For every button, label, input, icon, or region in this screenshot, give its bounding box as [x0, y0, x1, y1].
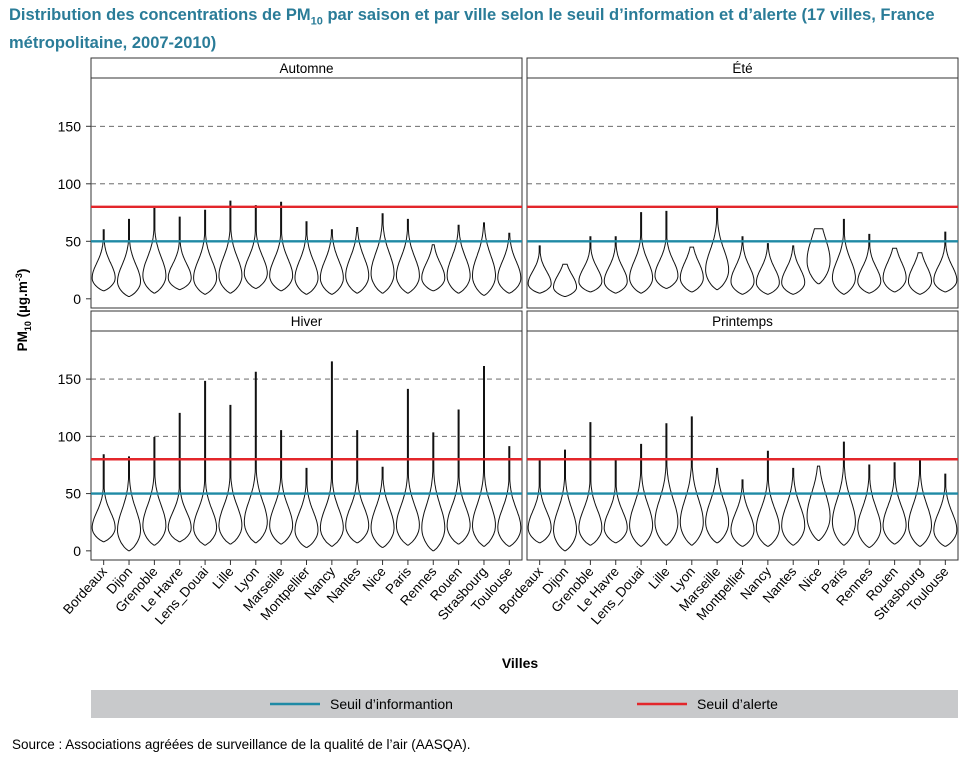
- violin-montpellier: [294, 467, 319, 548]
- violin-paris: [831, 441, 856, 546]
- violin-grenoble: [578, 236, 603, 293]
- violin-strasbourg: [472, 222, 496, 296]
- violin-paris: [395, 218, 420, 294]
- x-axis-title: Villes: [502, 655, 539, 671]
- y-tick-label: 50: [65, 486, 81, 502]
- y-tick-label: 150: [58, 118, 82, 134]
- panel-frame: [526, 330, 959, 561]
- violin-nancy: [755, 243, 780, 295]
- x-tick-label: Bordeaux: [60, 564, 110, 617]
- y-tick-label: 100: [58, 176, 82, 192]
- legend: Seuil d’informantion Seuil d’alerte: [91, 690, 958, 718]
- x-tick-label: Lille: [645, 564, 672, 592]
- legend-label: Seuil d’alerte: [697, 696, 778, 712]
- violin-nantes: [781, 467, 806, 546]
- y-tick-label: 100: [58, 428, 82, 444]
- y-tick-label: 150: [58, 371, 82, 387]
- violin-lyon: [243, 371, 268, 544]
- violin-dijon: [116, 218, 141, 297]
- x-tick-label: Lille: [209, 564, 236, 592]
- violin-lensdouai: [629, 443, 654, 547]
- violin-lille: [218, 200, 243, 294]
- violin-rouen: [446, 224, 471, 294]
- violin-grenoble: [578, 422, 603, 546]
- violin-bordeaux: [91, 229, 116, 292]
- violin-strasbourg: [908, 252, 932, 295]
- violin-rennes: [857, 464, 882, 548]
- violin-rouen: [882, 462, 907, 545]
- y-tick-label: 0: [73, 291, 81, 307]
- violin-rouen: [446, 409, 471, 545]
- violin-toulouse: [497, 232, 522, 294]
- violin-lehavre: [167, 216, 192, 291]
- violin-lehavre: [167, 412, 192, 543]
- violin-dijon: [553, 263, 577, 297]
- violin-rouen: [882, 247, 907, 293]
- violin-lensdouai: [629, 212, 654, 294]
- violin-marseille: [269, 430, 294, 545]
- violin-nice: [806, 228, 831, 285]
- y-axis-title: PM10 (µg.m-3): [14, 269, 33, 352]
- violin-nancy: [755, 450, 780, 547]
- panel-automne: Automne 0 50 100 150: [58, 57, 523, 309]
- panel-title: Automne: [279, 61, 333, 76]
- violin-nantes: [781, 245, 806, 295]
- chart-title: Distribution des concentrations de PM10 …: [9, 6, 935, 53]
- violin-marseille: [269, 201, 294, 292]
- violin-rennes: [857, 233, 882, 294]
- violin-bordeaux: [527, 245, 552, 294]
- violin-paris: [831, 218, 856, 295]
- violin-montpellier: [730, 236, 755, 295]
- legend-label: Seuil d’informantion: [330, 696, 453, 712]
- panel-title: Été: [732, 61, 752, 76]
- panel-title: Printemps: [712, 314, 773, 329]
- panel-frame: [90, 330, 523, 561]
- violin-rennes: [421, 244, 446, 292]
- panel-t: Été: [526, 57, 959, 309]
- violin-lehavre: [603, 236, 628, 294]
- y-tick-label: 0: [73, 543, 81, 559]
- violin-toulouse: [933, 231, 958, 293]
- violin-montpellier: [730, 479, 755, 547]
- panel-frame: [526, 77, 959, 309]
- violin-toulouse: [933, 473, 958, 547]
- violin-nice: [370, 213, 395, 294]
- violin-bordeaux: [91, 454, 116, 543]
- violin-nice: [370, 466, 395, 548]
- violin-nancy: [319, 229, 344, 295]
- violin-dijon: [116, 456, 141, 552]
- violin-lille: [218, 404, 243, 545]
- violin-dijon: [552, 449, 577, 552]
- violin-nantes: [345, 430, 370, 544]
- violin-lyon: [679, 416, 704, 546]
- violin-strasbourg: [471, 366, 496, 547]
- violin-paris: [395, 388, 420, 546]
- violin-nancy: [319, 361, 344, 547]
- violin-rennes: [421, 432, 446, 552]
- panel-frame: [90, 77, 523, 309]
- violin-nice: [806, 465, 831, 541]
- violin-nantes: [345, 227, 370, 294]
- legend-background: [91, 690, 958, 718]
- violin-lille: [654, 210, 679, 289]
- violin-grenoble: [142, 437, 167, 546]
- violin-lensdouai: [193, 209, 218, 295]
- panel-title: Hiver: [291, 314, 323, 329]
- violin-lyon: [679, 246, 704, 293]
- source-note: Source : Associations agréées de surveil…: [12, 737, 471, 752]
- violin-montpellier: [294, 221, 319, 295]
- y-tick-label: 50: [65, 233, 81, 249]
- violin-toulouse: [497, 446, 522, 547]
- violin-chart: Automne 0 50 100 150 Été Hiver 0 50 100 150 Bordeau…: [14, 57, 959, 718]
- violin-lille: [654, 423, 679, 546]
- violin-marseille: [705, 467, 730, 544]
